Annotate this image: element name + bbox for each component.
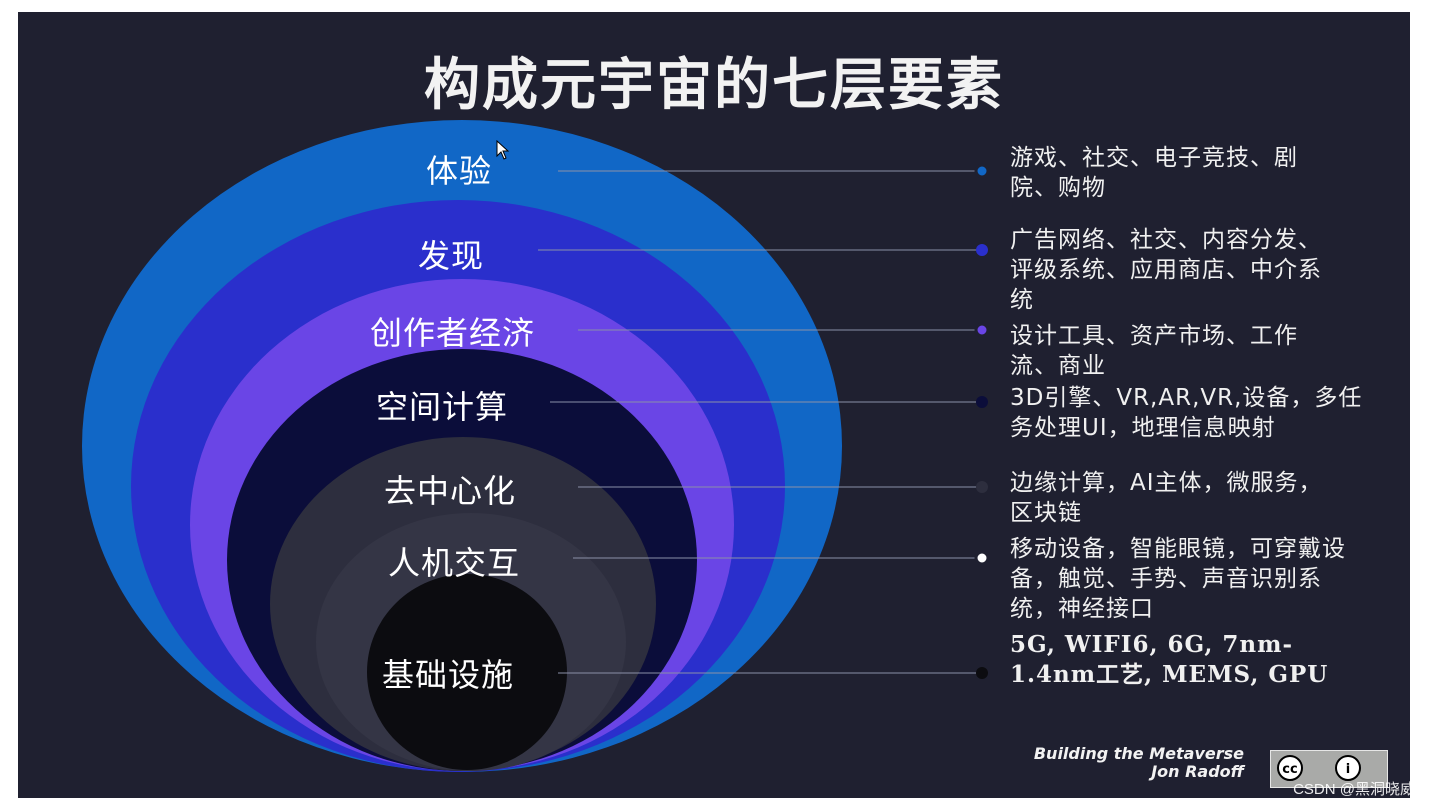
connector-dot-creator-economy — [974, 322, 990, 338]
layer-label-infrastructure: 基础设施 — [382, 656, 515, 694]
connector-dot-decentralization — [976, 481, 988, 493]
layer-desc-hci: 移动设备，智能眼镜，可穿戴设备，触觉、手势、声音识别系统，神经接口 — [1010, 536, 1346, 622]
slide: 构成元宇宙的七层要素 体验 发现 创作者经济 空间计算 去中心化 人机交互 基础… — [18, 12, 1410, 798]
layer-label-decentralization: 去中心化 — [384, 472, 517, 510]
layer-desc-discovery: 广告网络、社交、内容分发、评级系统、应用商店、中介系统 — [1010, 227, 1322, 313]
layer-ellipse-infrastructure — [367, 574, 567, 770]
layer-label-experience: 体验 — [426, 152, 493, 190]
connector-dot-spatial-computing — [976, 396, 988, 408]
connector-dot-hci — [974, 550, 990, 566]
layer-desc-spatial-computing: 3D引擎、VR,AR,VR,设备，多任务处理UI，地理信息映射 — [1010, 385, 1363, 441]
mouse-cursor-icon — [496, 140, 510, 160]
connector-dot-experience — [974, 163, 990, 179]
layer-desc-infrastructure: 5G, WIFI6, 6G, 7nm-1.4nm工艺, MEMS, GPU — [1010, 631, 1329, 688]
layer-label-spatial-computing: 空间计算 — [376, 388, 509, 426]
layer-desc-decentralization: 边缘计算，AI主体，微服务，区块链 — [1010, 470, 1323, 526]
layer-desc-creator-economy: 设计工具、资产市场、工作流、商业 — [1010, 323, 1298, 379]
connector-dot-discovery — [976, 244, 988, 256]
connector-dot-infrastructure — [976, 667, 988, 679]
nested-layers-diagram — [82, 120, 990, 772]
layer-label-hci: 人机交互 — [388, 544, 521, 582]
license-badge: cc i — [1270, 750, 1388, 788]
layer-label-discovery: 发现 — [418, 237, 485, 275]
source-credit: Building the Metaverse Jon Radoff — [1008, 745, 1244, 781]
layer-desc-experience: 游戏、社交、电子竞技、剧院、购物 — [1010, 145, 1298, 201]
page-title: 构成元宇宙的七层要素 — [424, 53, 1004, 118]
watermark: CSDN @黑洞晓威 — [1293, 781, 1415, 798]
creative-commons-icon: cc — [1277, 755, 1303, 781]
attribution-icon: i — [1335, 755, 1361, 781]
credit-author: Jon Radoff — [1151, 762, 1244, 781]
layer-label-creator-economy: 创作者经济 — [370, 314, 536, 352]
credit-book-title: Building the Metaverse — [1033, 744, 1244, 763]
